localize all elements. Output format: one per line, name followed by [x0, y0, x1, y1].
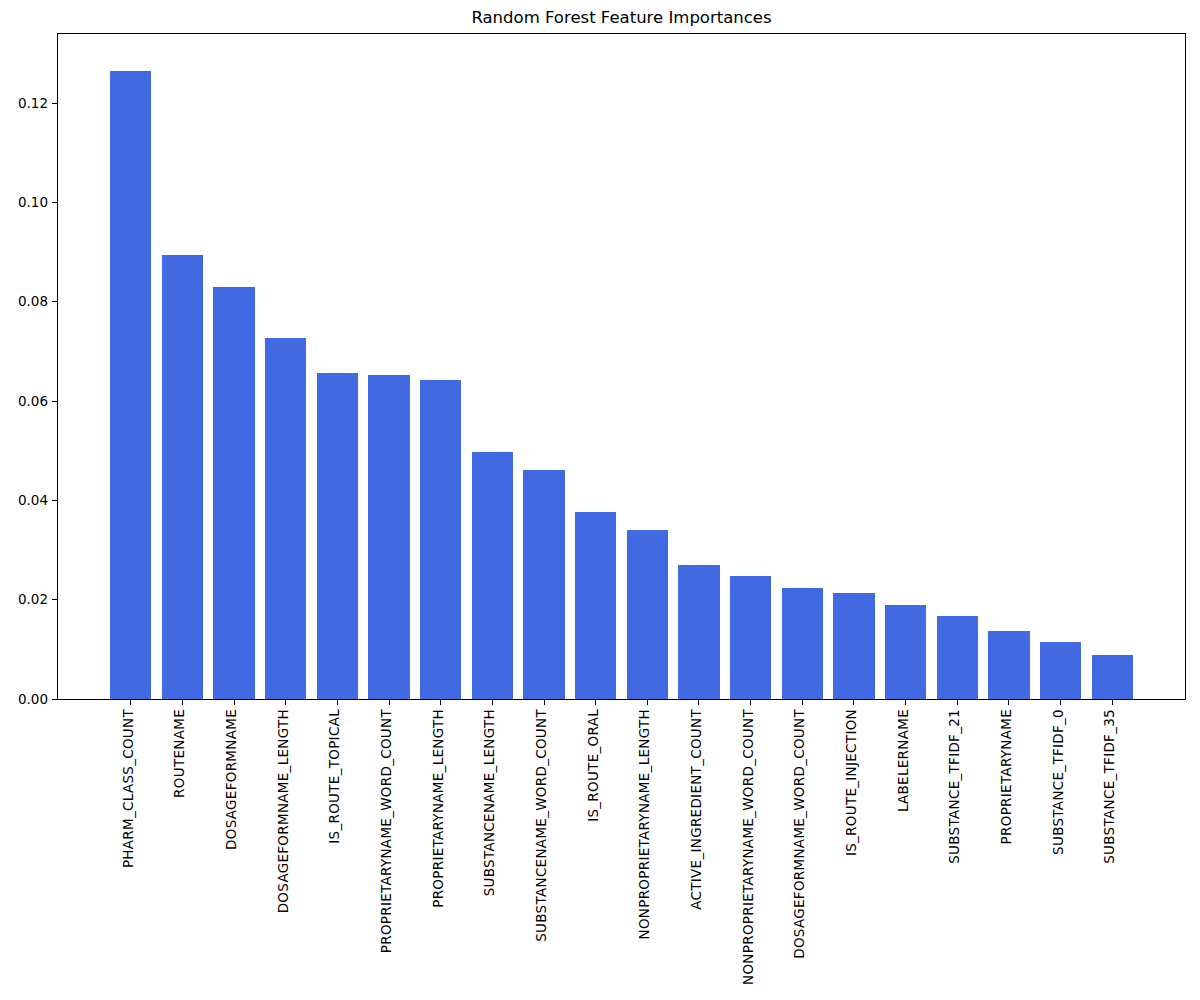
y-axis-tick-mark [52, 401, 57, 402]
x-axis-tick-mark [1112, 700, 1113, 705]
y-axis-tick-label: 0.04 [0, 494, 48, 508]
x-axis-tick-mark [544, 700, 545, 705]
bar-substancename_length [472, 452, 513, 699]
x-axis-tick-label: SUBSTANCE_TFIDF_35 [1103, 709, 1117, 864]
x-axis-tick-label: DOSAGEFORMNAME_LENGTH [277, 709, 291, 913]
x-axis-tick-mark [802, 700, 803, 705]
y-axis-tick-mark [52, 500, 57, 501]
x-axis-tick-label: LABELERNAME [897, 709, 911, 812]
y-axis-tick-label: 0.06 [0, 395, 48, 409]
bar-nonproprietaryname_word_count [730, 576, 771, 699]
y-axis-tick-mark [52, 103, 57, 104]
x-axis-tick-label: SUBSTANCE_TFIDF_0 [1052, 709, 1066, 855]
x-axis-tick-mark [182, 700, 183, 705]
x-axis-tick-mark [905, 700, 906, 705]
bar-active_ingredient_count [678, 565, 719, 699]
x-axis-tick-mark [492, 700, 493, 705]
y-axis-tick-label: 0.10 [0, 196, 48, 210]
bar-dosageformname_length [265, 338, 306, 699]
bar-routename [162, 255, 203, 699]
x-axis-tick-mark [1060, 700, 1061, 705]
bar-dosageformname_word_count [782, 588, 823, 699]
y-axis-tick-mark [52, 301, 57, 302]
x-axis-tick-label: PROPRIETARYNAME_LENGTH [432, 709, 446, 908]
x-axis-tick-label: ROUTENAME [173, 709, 187, 798]
x-axis-tick-label: IS_ROUTE_INJECTION [845, 709, 859, 856]
x-axis-tick-mark [337, 700, 338, 705]
x-axis-tick-label: PROPRIETARYNAME [1000, 709, 1014, 844]
x-axis-tick-mark [285, 700, 286, 705]
bar-is_route_oral [575, 512, 616, 699]
bar-substance_tfidf_0 [1040, 642, 1081, 699]
x-axis-tick-label: PROPRIETARYNAME_WORD_COUNT [380, 709, 394, 953]
x-axis-tick-mark [595, 700, 596, 705]
x-axis-tick-mark [440, 700, 441, 705]
x-axis-tick-label: DOSAGEFORMNAME_WORD_COUNT [793, 709, 807, 959]
x-axis-tick-mark [853, 700, 854, 705]
y-axis-tick-mark [52, 599, 57, 600]
x-axis-tick-mark [698, 700, 699, 705]
bar-dosageformname [213, 287, 254, 699]
figure: Random Forest Feature Importances 0.00 0.… [0, 0, 1200, 1000]
x-axis-tick-label: SUBSTANCENAME_WORD_COUNT [535, 709, 549, 942]
x-axis-tick-mark [1008, 700, 1009, 705]
x-axis-tick-label: NONPROPRIETARYNAME_LENGTH [638, 709, 652, 940]
bar-substance_tfidf_21 [937, 616, 978, 699]
x-axis-tick-label: DOSAGEFORMNAME [225, 709, 239, 850]
x-axis-tick-mark [389, 700, 390, 705]
bar-labelername [885, 605, 926, 699]
x-axis-tick-label: SUBSTANCE_TFIDF_21 [948, 709, 962, 864]
bar-nonproprietaryname_length [627, 530, 668, 699]
x-axis-tick-label: IS_ROUTE_ORAL [587, 709, 601, 822]
x-axis-tick-label: PHARM_CLASS_COUNT [122, 709, 136, 868]
y-axis-tick-mark [52, 699, 57, 700]
x-axis-tick-label: NONPROPRIETARYNAME_WORD_COUNT [742, 709, 756, 985]
chart-title: Random Forest Feature Importances [57, 8, 1186, 27]
x-axis-tick-label: SUBSTANCENAME_LENGTH [483, 709, 497, 896]
x-axis-tick-mark [234, 700, 235, 705]
bar-proprietaryname [988, 631, 1029, 699]
y-axis-tick-label: 0.08 [0, 295, 48, 309]
x-axis-tick-mark [647, 700, 648, 705]
x-axis-tick-label: ACTIVE_INGREDIENT_COUNT [690, 709, 704, 910]
bar-is_route_injection [833, 593, 874, 699]
x-axis-tick-label: IS_ROUTE_TOPICAL [328, 709, 342, 844]
y-axis-tick-mark [52, 202, 57, 203]
bar-substance_tfidf_35 [1092, 655, 1133, 699]
bar-is_route_topical [317, 373, 358, 699]
bar-proprietaryname_length [420, 380, 461, 699]
x-axis-tick-mark [130, 700, 131, 705]
bar-substancename_word_count [523, 470, 564, 699]
x-axis-tick-mark [750, 700, 751, 705]
y-axis-tick-label: 0.00 [0, 693, 48, 707]
bar-pharm_class_count [110, 71, 151, 699]
x-axis-tick-mark [957, 700, 958, 705]
y-axis-tick-label: 0.12 [0, 97, 48, 111]
plot-area [57, 33, 1186, 700]
bar-proprietaryname_word_count [368, 375, 409, 699]
y-axis-tick-label: 0.02 [0, 593, 48, 607]
